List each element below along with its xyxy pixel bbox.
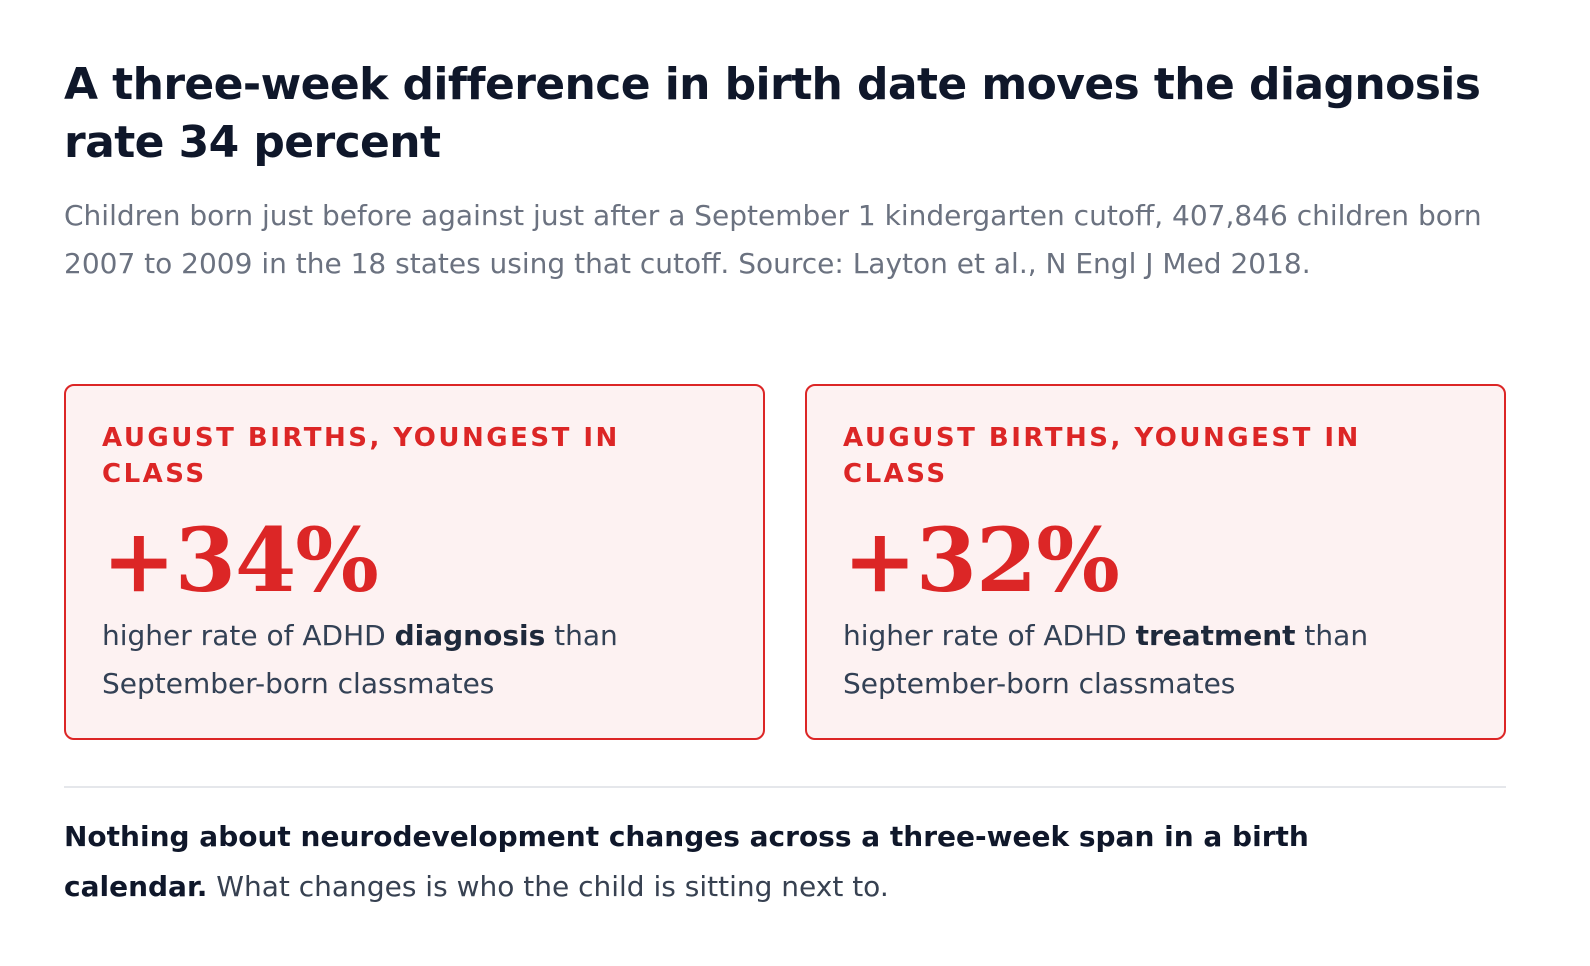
stat-card-kicker: AUGUST BIRTHS, YOUNGEST IN CLASS — [102, 423, 620, 489]
stat-card-value: +32% — [843, 508, 1120, 612]
page-subtitle: Children born just before against just a… — [64, 199, 1482, 280]
stat-card-description-lead: higher rate of ADHD — [843, 619, 1136, 652]
stat-card-description: higher rate of ADHD treatment than Septe… — [843, 612, 1463, 708]
section-divider — [64, 786, 1506, 788]
stat-card-description-tail: than September-born classmates — [843, 619, 1369, 700]
stat-card-kicker: AUGUST BIRTHS, YOUNGEST IN CLASS — [843, 423, 1361, 489]
stat-cards: AUGUST BIRTHS, YOUNGEST IN CLASS +34% hi… — [64, 384, 1506, 740]
stat-card-value: +34% — [102, 508, 379, 612]
stat-card-treatment: AUGUST BIRTHS, YOUNGEST IN CLASS +32% hi… — [805, 384, 1506, 740]
closing-note-text: What changes is who the child is sitting… — [207, 870, 889, 903]
stat-card-description: higher rate of ADHD diagnosis than Septe… — [102, 612, 722, 708]
page-title: A three-week difference in birth date mo… — [64, 59, 1481, 168]
stat-card-description-tail: than September-born classmates — [102, 619, 618, 700]
stat-card-description-emphasis: diagnosis — [394, 619, 546, 652]
closing-note-emphasis: Nothing about neurodevelopment changes a… — [64, 820, 1309, 903]
stat-card-diagnosis: AUGUST BIRTHS, YOUNGEST IN CLASS +34% hi… — [64, 384, 765, 740]
closing-note: Nothing about neurodevelopment changes a… — [64, 812, 1404, 912]
stat-card-description-emphasis: treatment — [1135, 619, 1296, 652]
stat-card-description-lead: higher rate of ADHD — [102, 619, 395, 652]
